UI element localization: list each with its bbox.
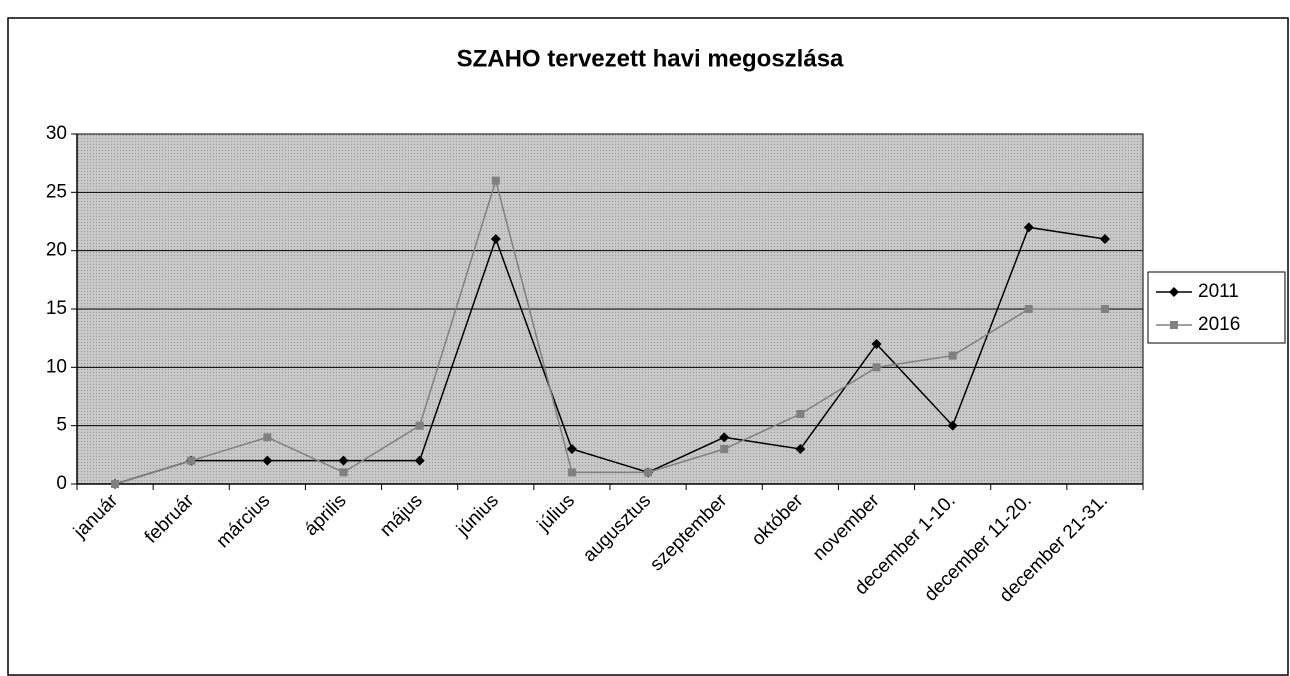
series-line xyxy=(114,226,1106,485)
marker xyxy=(415,421,424,430)
y-tick-label: 5 xyxy=(56,415,67,436)
legend-label: 2011 xyxy=(1198,281,1239,302)
y-tick-label: 30 xyxy=(46,123,67,144)
marker xyxy=(871,339,882,349)
marker xyxy=(567,468,576,477)
marker xyxy=(719,432,730,443)
marker xyxy=(1100,305,1109,313)
marker xyxy=(414,455,425,466)
marker xyxy=(720,445,729,453)
marker xyxy=(491,176,500,185)
marker xyxy=(262,455,273,466)
marker xyxy=(796,410,805,418)
chart-title: SZAHO tervezett havi megoszlása xyxy=(457,45,844,72)
marker xyxy=(263,433,272,442)
marker xyxy=(111,480,120,488)
y-tick-label: 20 xyxy=(46,240,67,261)
marker xyxy=(1170,321,1178,329)
marker xyxy=(490,234,501,244)
marker xyxy=(1024,305,1033,313)
marker xyxy=(644,468,653,477)
marker xyxy=(795,444,806,454)
y-tick-label: 0 xyxy=(56,473,67,494)
marker xyxy=(1169,287,1179,297)
y-tick-label: 25 xyxy=(46,181,67,202)
marker xyxy=(947,420,958,431)
legend-box xyxy=(1147,271,1286,344)
marker xyxy=(948,351,957,360)
series-line xyxy=(114,177,1105,485)
marker xyxy=(1099,234,1110,244)
marker xyxy=(566,444,577,454)
marker xyxy=(187,456,196,465)
marker xyxy=(1023,222,1034,233)
y-tick-label: 10 xyxy=(46,356,67,377)
marker xyxy=(872,363,881,372)
legend-label: 2016 xyxy=(1198,314,1240,335)
marker xyxy=(338,455,349,466)
marker xyxy=(339,468,348,477)
y-tick-label: 15 xyxy=(46,298,67,319)
